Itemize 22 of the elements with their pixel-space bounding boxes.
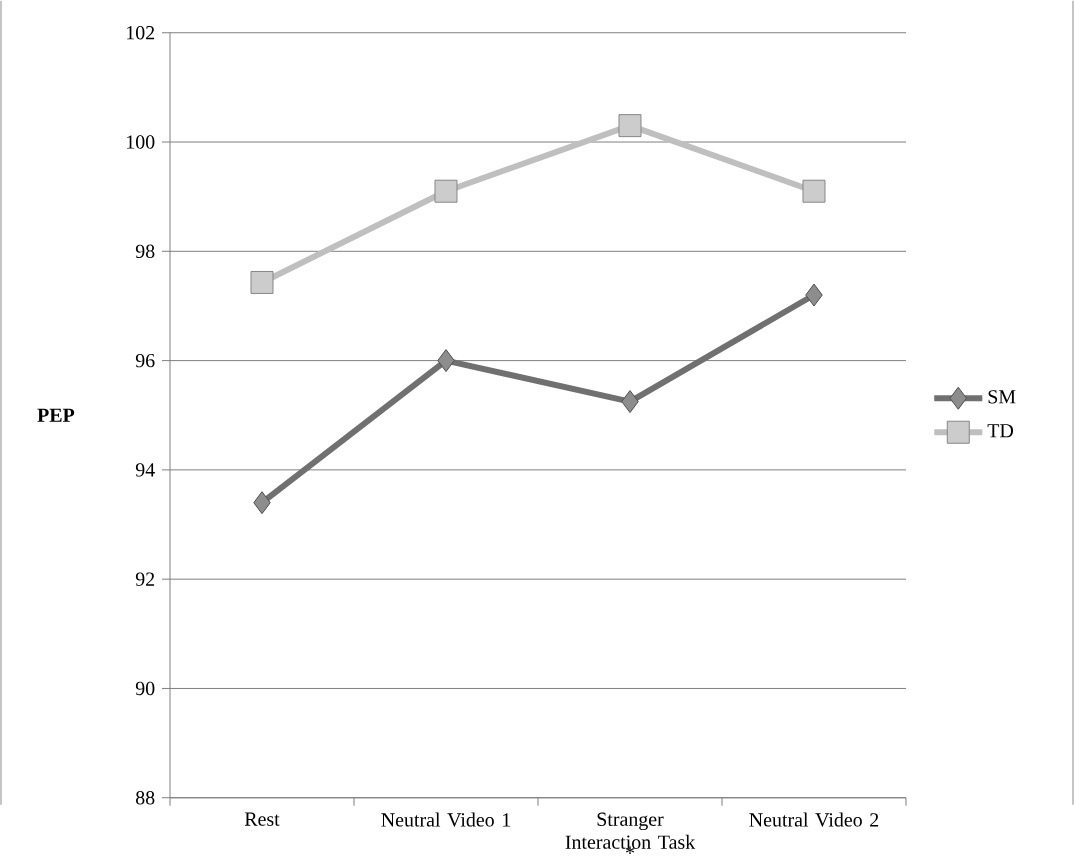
x-tick-label: Rest	[244, 812, 280, 826]
y-tick-label: 94	[135, 463, 155, 477]
legend-label: SM	[988, 390, 1016, 404]
point	[250, 270, 274, 294]
point	[437, 348, 455, 372]
y-tick-label: 90	[135, 681, 155, 696]
x-tick-label: Neutral Video 2	[749, 812, 879, 827]
point	[434, 179, 458, 203]
legend-label: TD	[987, 424, 1014, 438]
y-tick-label: 92	[135, 572, 155, 586]
y-tick-label: 100	[127, 135, 155, 149]
point	[253, 491, 271, 515]
point	[802, 179, 826, 203]
y-tick-label: 88	[136, 790, 155, 805]
y-axis-title: PEP	[37, 408, 75, 422]
point	[805, 283, 823, 307]
y-tick-label: 98	[135, 244, 155, 258]
y-tick-label: 96	[135, 353, 155, 368]
point	[621, 389, 639, 413]
y-tick-label: 102	[127, 25, 155, 40]
x-tick-label: Neutral Video 1	[381, 812, 511, 827]
point	[618, 114, 642, 138]
